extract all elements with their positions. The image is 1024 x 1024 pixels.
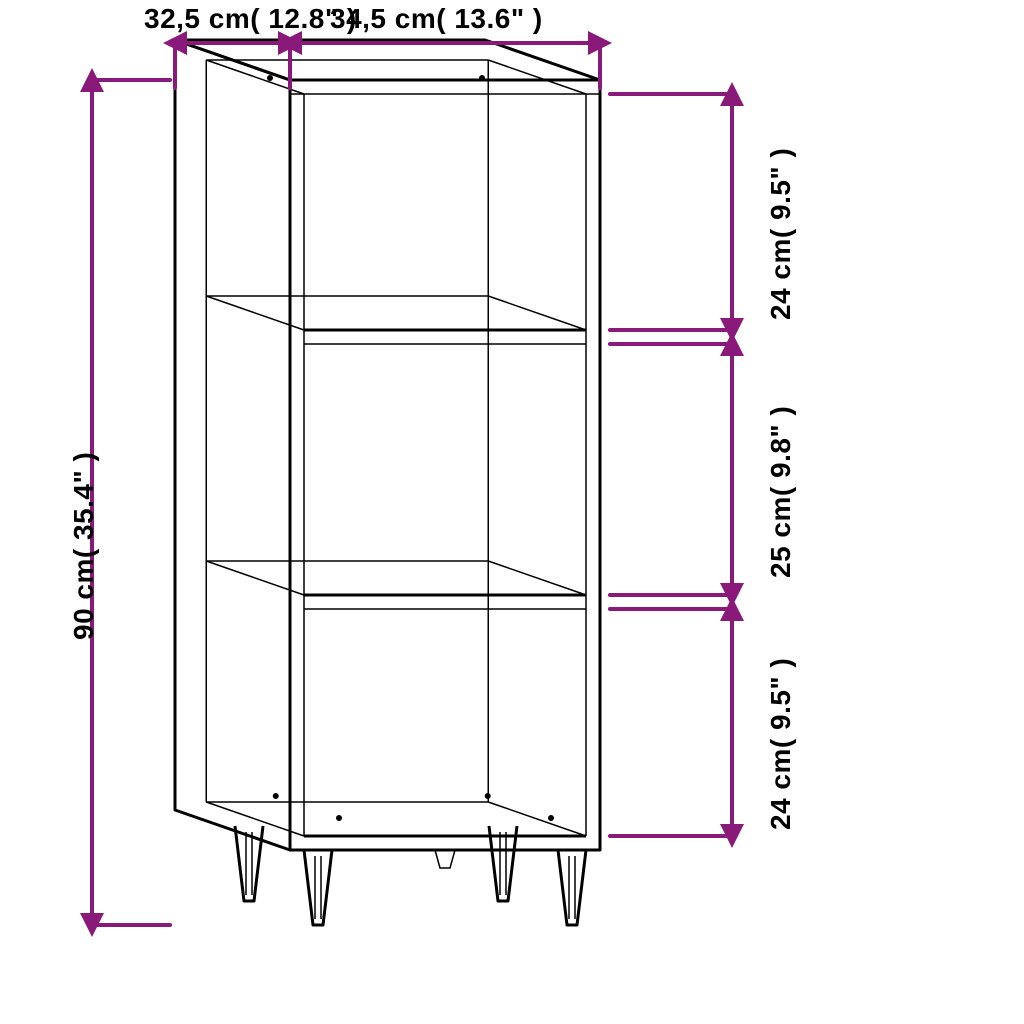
dim-label-shelf2: 25 cm( 9.8" ) [765,406,797,578]
dim-label-shelf3: 24 cm( 9.5" ) [765,658,797,830]
dim-label-width: 34,5 cm( 13.6" ) [330,3,543,35]
dim-label-depth: 32,5 cm( 12.8" ) [144,3,357,35]
dim-label-height: 90 cm( 35.4" ) [68,452,100,640]
diagram-svg [0,0,1024,1024]
dim-label-shelf1: 24 cm( 9.5" ) [765,148,797,320]
diagram-stage: 32,5 cm( 12.8" ) 34,5 cm( 13.6" ) 90 cm(… [0,0,1024,1024]
